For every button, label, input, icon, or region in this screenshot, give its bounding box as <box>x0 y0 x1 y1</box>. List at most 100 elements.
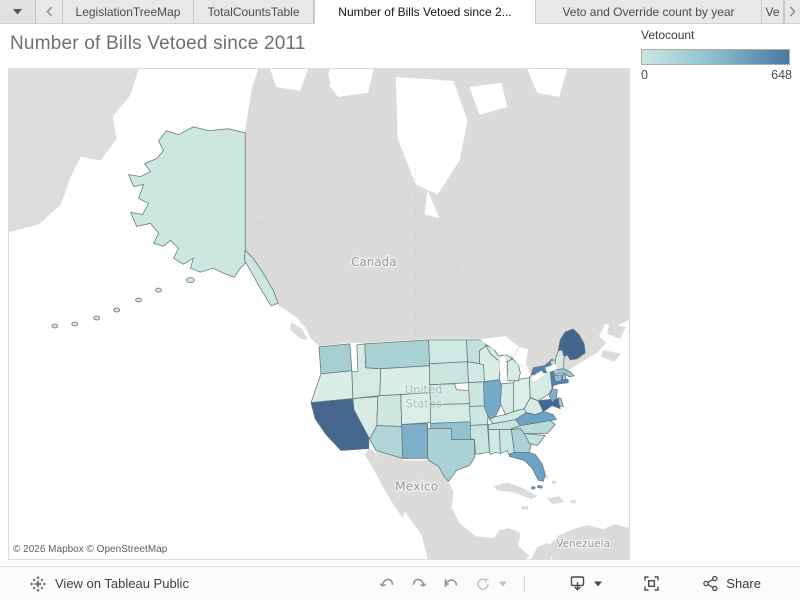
tabs-scroll-left-button[interactable] <box>36 0 62 23</box>
tableau-logo-icon <box>30 575 46 592</box>
state-MA[interactable] <box>552 368 575 378</box>
sheet-tab-4[interactable]: Veto and Override count by year <box>536 0 762 24</box>
embed-toolbar: View on Tableau Public <box>0 566 800 600</box>
fullscreen-button[interactable] <box>642 574 661 593</box>
sheet-tab-3[interactable]: Number of Bills Vetoed since 2... <box>314 0 536 24</box>
james-bay <box>424 190 440 219</box>
lake-ontario <box>544 363 559 374</box>
chevron-right-icon <box>789 6 796 17</box>
land-canada <box>245 69 629 377</box>
share-button[interactable]: Share <box>701 574 761 593</box>
state-FL[interactable] <box>509 452 546 482</box>
refresh-icon <box>477 577 490 590</box>
state-IA[interactable] <box>467 361 485 384</box>
land-baja <box>364 448 405 519</box>
aleutian-islands <box>51 277 195 329</box>
state-ND[interactable] <box>428 339 468 365</box>
tabs-scroll-right-button[interactable] <box>784 0 800 23</box>
state-LA[interactable] <box>470 424 490 455</box>
arctic-island <box>308 69 331 89</box>
redo-icon <box>413 578 427 587</box>
sheet-tab-2[interactable]: TotalCountsTable <box>194 0 314 24</box>
province-border <box>251 217 312 224</box>
land-newfoundland <box>607 323 627 339</box>
state-VA[interactable] <box>514 411 557 426</box>
download-button[interactable] <box>568 574 587 593</box>
revert-button[interactable] <box>442 575 460 593</box>
sheet-tabs: LegislationTreeMap TotalCountsTable Number… <box>62 0 784 24</box>
legend-title: Vetocount <box>641 28 695 42</box>
fullscreen-icon <box>644 576 659 591</box>
sheet-menu-button[interactable] <box>0 0 36 23</box>
map-label-mexico: Mexico <box>395 478 438 493</box>
caret-down-icon <box>594 581 603 586</box>
state-MS[interactable] <box>488 429 501 455</box>
land-central-america <box>531 543 556 559</box>
land-jamaica <box>521 506 529 510</box>
view-on-tableau-public-label: View on Tableau Public <box>55 576 189 591</box>
state-SC[interactable] <box>523 433 546 446</box>
arctic-channel <box>270 69 309 91</box>
state-MT[interactable] <box>364 339 431 370</box>
state-NJ[interactable] <box>548 388 558 404</box>
hudson-bay <box>395 76 468 195</box>
land-hispaniola <box>547 496 565 505</box>
lake-michigan <box>499 355 508 381</box>
lake-huron <box>513 346 529 367</box>
land-mexico <box>375 450 530 559</box>
redo-button[interactable] <box>410 575 428 593</box>
toolbar-divider <box>524 575 526 592</box>
land-puerto-rico <box>570 500 577 504</box>
chevron-left-icon <box>46 6 52 17</box>
state-IL[interactable] <box>483 379 503 420</box>
undo-icon <box>379 578 394 587</box>
undo-button[interactable] <box>378 575 396 593</box>
map-label-united-states-line2: States <box>406 397 442 411</box>
arctic-channel <box>325 69 374 97</box>
state-NM[interactable] <box>401 423 429 459</box>
share-label: Share <box>726 576 761 591</box>
choropleth-map[interactable]: Canada United States Mexico Venezuela © 2026… <box>8 68 630 560</box>
map-attribution[interactable]: © 2026 Mapbox © OpenStreetMap <box>9 542 174 559</box>
legend-gradient-bar <box>641 49 790 65</box>
sheet-tab-5[interactable]: Ve <box>762 0 784 24</box>
state-UT[interactable] <box>376 394 403 427</box>
lake-superior <box>478 335 520 356</box>
great-lakes <box>478 335 559 384</box>
land-south-america <box>549 524 629 559</box>
state-AK-panhandle[interactable] <box>243 249 279 307</box>
state-AK[interactable] <box>128 126 246 278</box>
view-on-tableau-public-link[interactable]: View on Tableau Public <box>30 575 189 592</box>
land-vancouver-island <box>290 321 309 340</box>
viz-title: Number of Bills Vetoed since 2011 <box>10 33 306 54</box>
share-icon <box>703 575 718 592</box>
download-icon <box>571 576 585 591</box>
land-cuba <box>493 482 538 500</box>
province-border <box>439 218 476 321</box>
state-SD[interactable] <box>429 361 469 386</box>
refresh-button[interactable] <box>474 575 492 593</box>
foxe-basin <box>469 82 508 115</box>
legend-labels: 0 648 <box>641 68 792 82</box>
auto-update-caret-button[interactable] <box>499 581 508 587</box>
state-WA[interactable] <box>318 343 353 375</box>
state-FL-keys[interactable] <box>530 484 543 490</box>
sheet-tab-1[interactable]: LegislationTreeMap <box>62 0 194 24</box>
toolbar-actions: Share <box>371 574 768 593</box>
legend-min-label: 0 <box>641 68 648 82</box>
land-russia <box>9 69 139 233</box>
state-TX[interactable] <box>427 428 475 482</box>
land-nova-scotia <box>601 349 622 362</box>
download-caret-button[interactable] <box>594 581 603 587</box>
caret-down-icon <box>499 581 508 586</box>
lake-erie <box>529 370 546 384</box>
state-DE[interactable] <box>557 397 564 407</box>
land-bahamas <box>542 474 557 485</box>
state-CT[interactable] <box>553 374 563 383</box>
legend-max-label: 648 <box>771 68 792 82</box>
arctic-channel <box>527 69 568 97</box>
state-ME[interactable] <box>557 328 586 361</box>
